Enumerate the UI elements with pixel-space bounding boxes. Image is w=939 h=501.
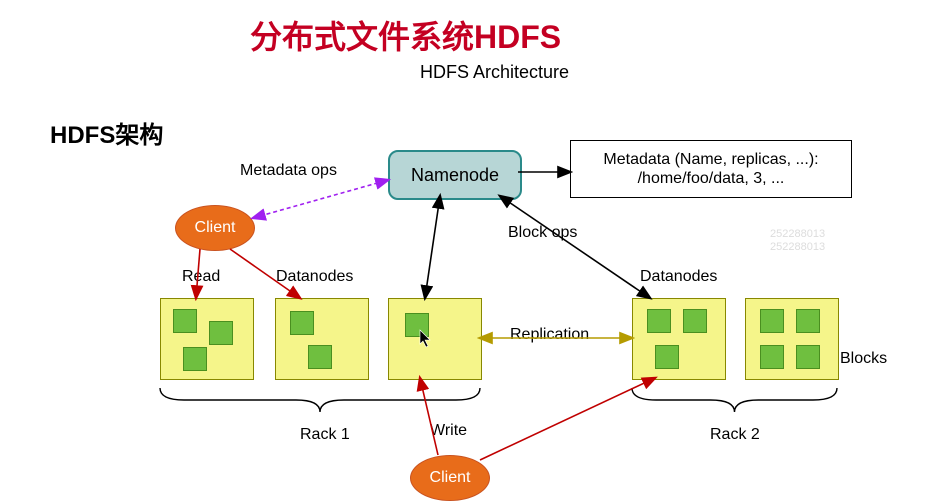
label-datanodes-right: Datanodes: [640, 268, 717, 286]
datanode-dn5: [745, 298, 839, 380]
label-replication: Replication: [510, 326, 589, 344]
label-blocks-label: Blocks: [840, 350, 887, 368]
metadata-line2: /home/foo/data, 3, ...: [638, 169, 785, 188]
label-metadata-ops: Metadata ops: [240, 162, 337, 180]
datanode-dn2: [275, 298, 369, 380]
block: [683, 309, 707, 333]
block: [183, 347, 207, 371]
block: [209, 321, 233, 345]
namenode-box: Namenode: [388, 150, 522, 200]
block: [647, 309, 671, 333]
watermark-line2: 252288013: [770, 241, 825, 254]
label-rack2: Rack 2: [710, 426, 760, 444]
arrow-client-write-dn4: [480, 378, 655, 460]
label-datanodes-left: Datanodes: [276, 268, 353, 286]
label-block-ops: Block ops: [508, 224, 577, 242]
label-write: Write: [430, 422, 467, 440]
datanode-dn3: [388, 298, 482, 380]
block: [405, 313, 429, 337]
datanode-dn4: [632, 298, 726, 380]
arrow-namenode-to-dn4: [500, 196, 650, 298]
block: [796, 345, 820, 369]
architecture-label: HDFS Architecture: [420, 62, 569, 83]
main-title: 分布式文件系统HDFS: [250, 12, 561, 58]
block: [308, 345, 332, 369]
metadata-box: Metadata (Name, replicas, ...): /home/fo…: [570, 140, 852, 198]
client-read: Client: [175, 205, 255, 251]
datanode-dn1: [160, 298, 254, 380]
arrow-namenode-to-dn3: [425, 196, 440, 298]
client-write: Client: [410, 455, 490, 501]
metadata-line1: Metadata (Name, replicas, ...):: [603, 150, 818, 169]
block: [796, 309, 820, 333]
brace-rack1-brace: [160, 388, 480, 412]
label-rack1: Rack 1: [300, 426, 350, 444]
section-title: HDFS架构: [50, 115, 163, 150]
block: [655, 345, 679, 369]
namenode-label: Namenode: [411, 165, 499, 186]
diagram-canvas: 分布式文件系统HDFS HDFS Architecture HDFS架构 Nam…: [0, 0, 939, 500]
block: [760, 309, 784, 333]
arrow-client-write-dn3: [420, 378, 438, 455]
arrow-client-to-namenode: [253, 180, 388, 218]
watermark: 252288013 252288013: [770, 228, 825, 254]
brace-rack2-brace: [632, 388, 837, 412]
block: [760, 345, 784, 369]
block: [173, 309, 197, 333]
label-read: Read: [182, 268, 220, 286]
watermark-line1: 252288013: [770, 228, 825, 241]
block: [290, 311, 314, 335]
